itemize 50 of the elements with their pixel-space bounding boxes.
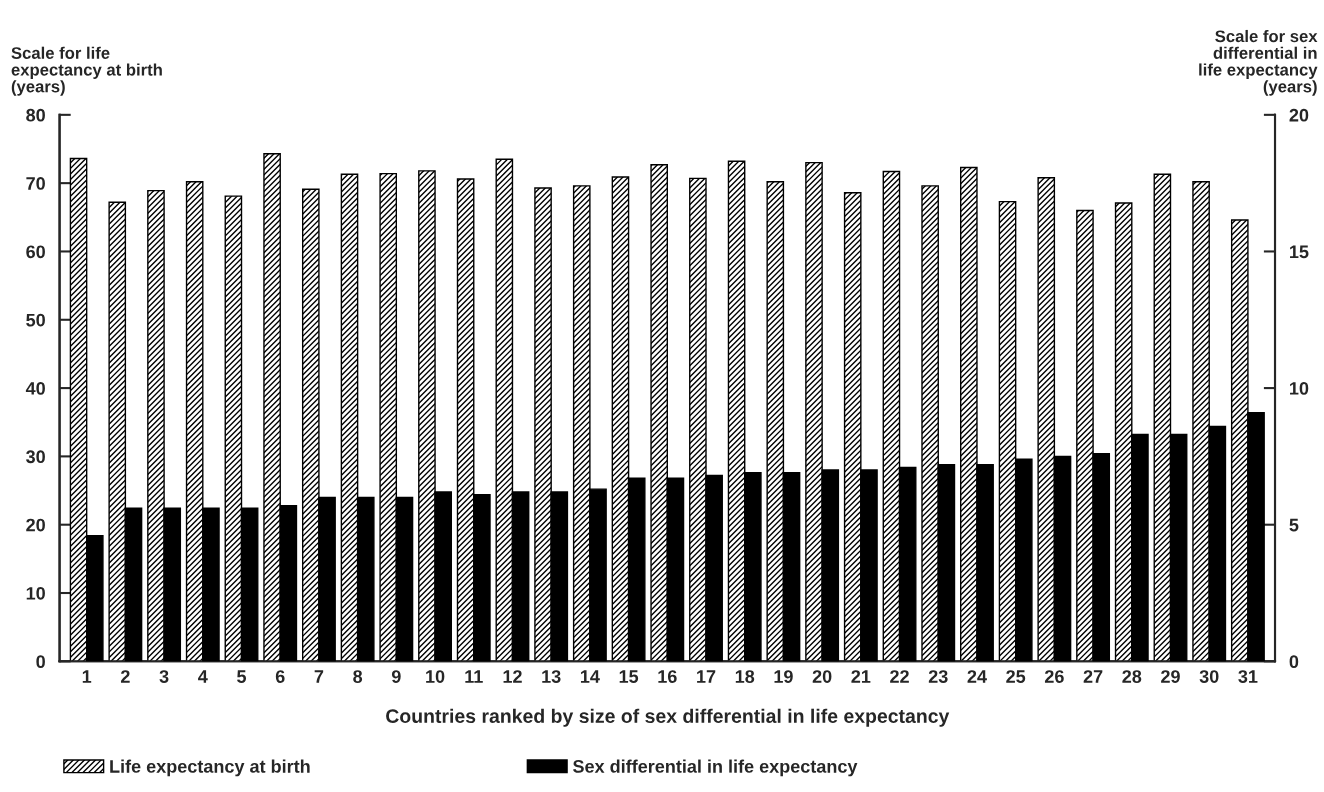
x-tick-label: 26 [1044,670,1064,683]
y2-tick-label: 15 [1290,245,1309,259]
x-tick-label: 25 [1006,670,1026,683]
x-tick-label: 30 [1199,670,1219,683]
x-tick-label: 5 [237,670,247,683]
y-axis-title: Scale for life expectancy at birth (years) [11,46,162,96]
x-tick-label: 12 [503,670,522,683]
y-tick-label: 50 [26,313,45,327]
x-tick-label: 28 [1122,670,1142,683]
x-tick-label: 8 [353,670,363,683]
x-tick-label: 13 [542,670,561,683]
x-tick-label: 15 [619,670,639,683]
x-tick-label: 22 [890,670,909,683]
x-axis-title: Countries ranked by size of sex differential in life expectancy [386,708,950,727]
x-tick-label: 11 [465,670,483,683]
x-tick-label: 27 [1083,670,1103,683]
y2-tick-label: 5 [1289,518,1299,532]
y-tick-label: 30 [26,450,45,464]
x-tick-label: 7 [314,670,324,683]
x-tick-label: 6 [275,670,285,683]
x-tick-label: 9 [391,670,401,683]
y-tick-label: 60 [26,245,45,259]
x-tick-label: 29 [1161,670,1180,683]
x-tick-label: 17 [697,670,716,683]
y2-axis-title: Scale for sex differential in life expectancy (years) [1199,29,1318,96]
x-tick-label: 10 [426,670,445,683]
y2-tick-label: 20 [1289,108,1309,122]
x-tick-label: 4 [198,670,208,683]
y-tick-label: 20 [26,518,45,532]
x-tick-label: 18 [735,670,755,683]
y-tick-label: 40 [25,382,45,395]
x-tick-label: 3 [159,670,169,683]
x-tick-label: 21 [851,670,871,683]
x-tick-label: 24 [967,670,987,683]
y2-tick-label: 10 [1290,382,1309,395]
legend-label: Life expectancy at birth [110,759,310,777]
y-tick-label: 70 [26,177,45,190]
x-tick-label: 1 [82,670,92,683]
x-tick-label: 14 [580,670,600,683]
x-tick-label: 16 [658,670,677,683]
legend-label: Sex differential in life expectancy [573,759,858,777]
x-tick-label: 20 [812,670,832,683]
y-tick-label: 10 [26,586,45,600]
y2-tick-label: 0 [1289,655,1299,669]
y-tick-label: 0 [36,655,45,669]
x-tick-label: 2 [120,670,130,683]
x-tick-label: 19 [774,670,793,683]
y-tick-label: 80 [26,108,45,122]
x-tick-label: 23 [928,670,948,683]
x-tick-label: 31 [1238,670,1258,683]
